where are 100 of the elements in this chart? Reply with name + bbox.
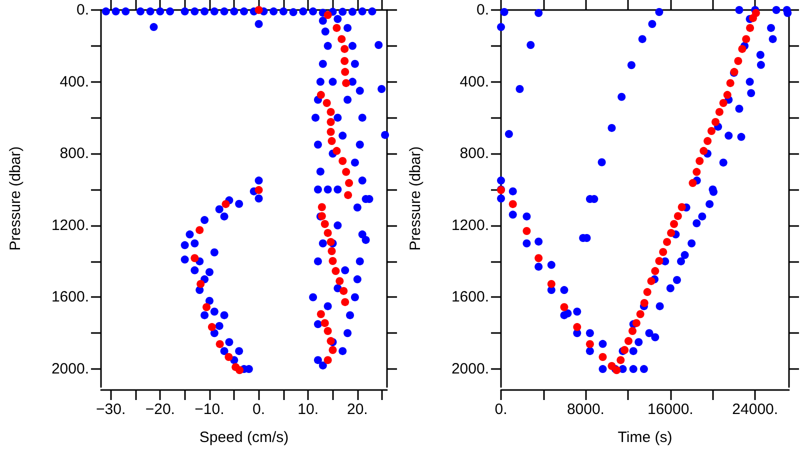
point [746,24,754,32]
point [254,186,263,194]
y-tick-label: 800. [60,145,89,162]
point [723,90,732,99]
point [196,226,204,234]
point [586,340,594,348]
point [202,303,211,312]
point [328,137,336,146]
point [328,256,337,265]
point [236,366,244,374]
point [696,156,704,165]
point [208,323,216,332]
point [344,191,352,200]
point [345,179,354,188]
point [318,203,326,212]
point [547,280,556,288]
point [667,228,676,237]
point [196,280,205,288]
point [640,298,648,307]
point [616,356,625,364]
x-tick-label: −10. [194,401,224,418]
x-tick-label: 10. [298,401,319,418]
point [316,90,325,99]
point [320,319,329,328]
y-tick-label: 2000. [451,360,489,378]
point [336,277,344,286]
y-tick-label: 1200. [51,216,89,234]
y-tick-label: 0. [476,2,489,18]
point [342,168,350,176]
point [216,340,224,348]
point [320,220,329,228]
x-axis-title: Time (s) [618,429,672,446]
point [342,79,350,88]
point [647,277,656,286]
point [326,118,335,126]
point [328,247,336,256]
point [341,68,350,76]
point [598,353,607,362]
point [222,200,230,208]
point [651,267,660,276]
y-tick-label: 400. [460,73,489,90]
x-tick-label: 0. [494,401,508,418]
y-tick-label: 1600. [451,288,489,306]
point [324,228,332,237]
point [678,203,686,212]
point [341,298,350,306]
point [636,310,644,318]
point [332,24,341,32]
point [340,56,349,65]
point [522,226,531,235]
x-tick-label: 0. [252,401,266,418]
point [643,288,652,296]
point [254,6,263,14]
point [734,56,742,65]
point [632,319,640,328]
y-tick-label: 1200. [451,216,489,234]
point [628,326,637,335]
x-tick-label: −30. [96,401,126,418]
x-axis-title: Speed (cm/s) [199,429,289,446]
point [738,44,746,53]
point [624,337,632,346]
point [692,168,701,176]
point [719,98,728,107]
point [688,179,697,188]
point [534,254,543,262]
point [332,146,341,155]
point [508,200,517,208]
point [726,79,734,88]
point [224,353,233,362]
point [332,267,340,276]
y-tick-label: 800. [460,145,489,162]
x-tick-label: −20. [145,401,175,418]
point [324,11,332,20]
point [663,238,672,246]
point [338,35,346,44]
y-tick-label: 1600. [51,288,89,306]
point [324,326,332,335]
point [670,220,678,228]
x-tick-label: 24000. [732,401,778,418]
point [712,118,720,126]
point [715,108,724,116]
point [659,248,668,256]
point [573,323,582,332]
point [322,98,331,107]
point [700,146,708,155]
point [340,44,349,53]
y-tick-label: 400. [60,73,89,90]
y-axis-title: Pressure (dbar) [407,146,424,251]
point [190,254,199,262]
point [316,310,325,318]
point [338,156,347,165]
point [704,137,712,146]
point [326,108,335,116]
point [326,128,335,136]
point [328,346,337,354]
point [324,356,332,364]
x-tick-label: 20. [346,401,368,418]
point [752,9,760,18]
y-tick-label: 0. [76,2,89,18]
point [560,303,568,312]
